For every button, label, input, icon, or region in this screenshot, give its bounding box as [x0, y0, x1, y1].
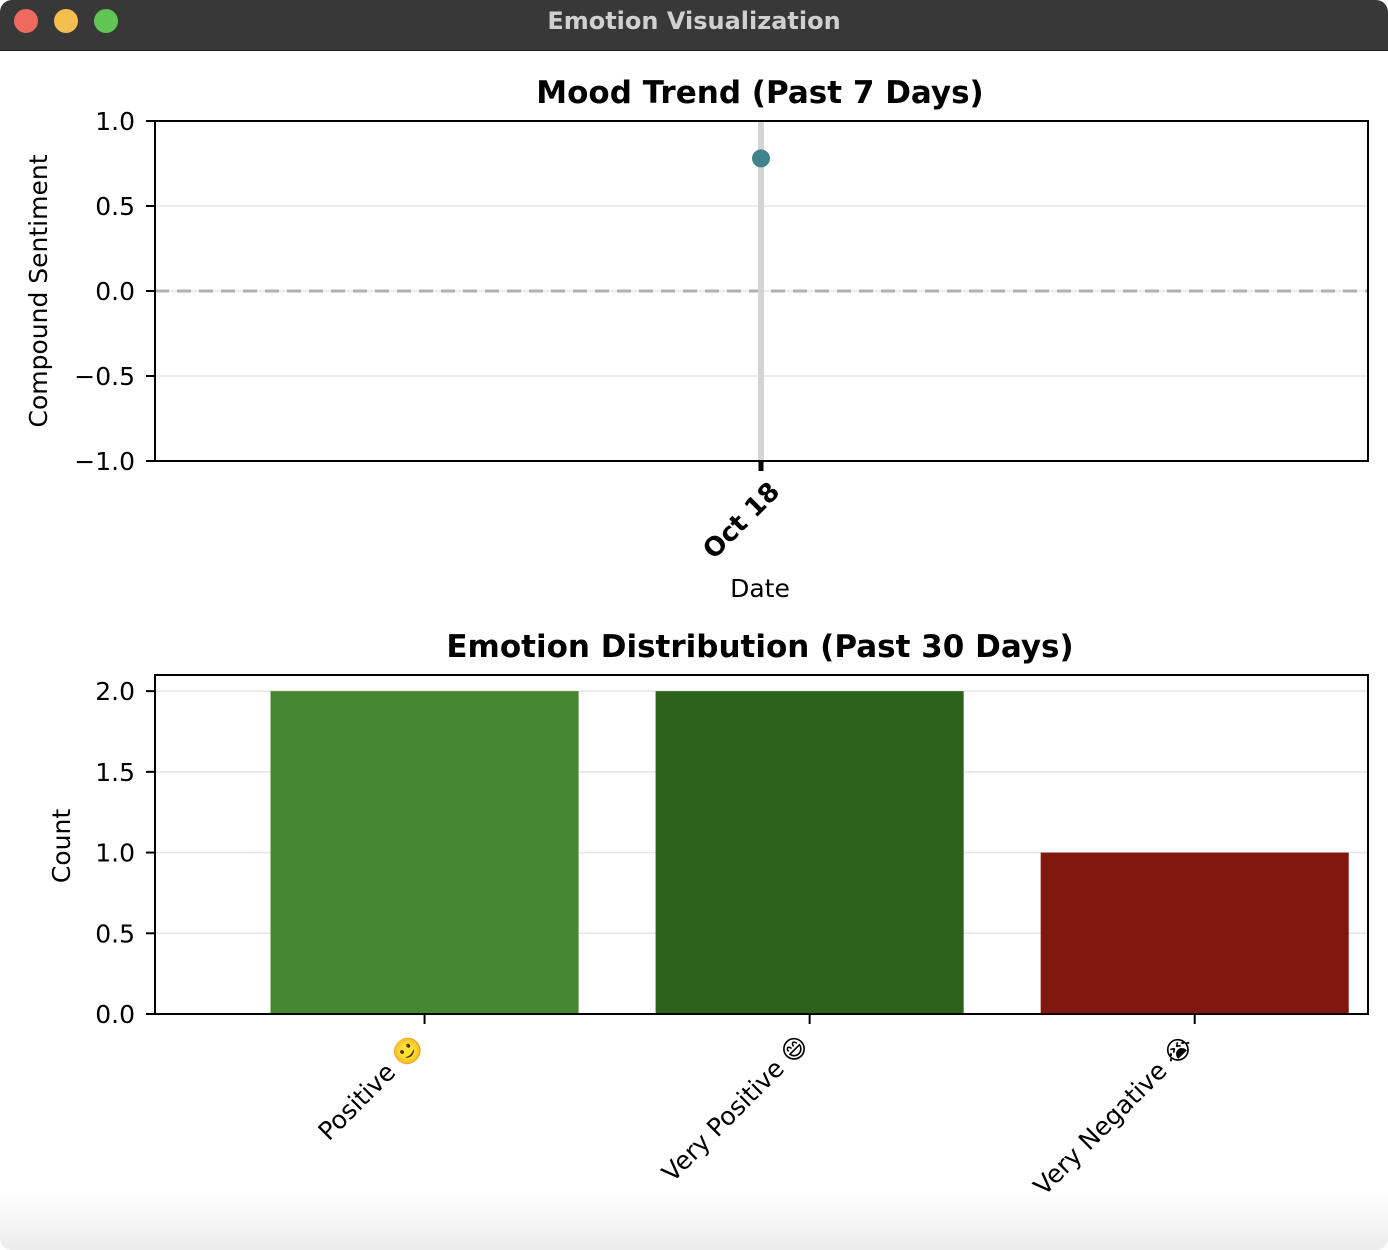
emotion-bar	[655, 691, 964, 1014]
emotion-x-tick-label: Positive 🙂	[313, 1030, 429, 1146]
mood-y-tick-label: −0.5	[74, 362, 135, 391]
mood-y-tick-label: 0.5	[95, 192, 135, 221]
mood-chart-title: Mood Trend (Past 7 Days)	[536, 75, 983, 111]
emotion-y-tick-label: 0.5	[95, 919, 135, 948]
figure-canvas: Mood Trend (Past 7 Days) 1.0 0.5 0.0 −0.5 −1…	[0, 51, 1388, 1250]
mood-chart-xlabel: Date	[730, 574, 790, 603]
emotion-y-tick-label: 2.0	[95, 677, 135, 706]
emotion-y-tick-label: 1.5	[95, 758, 135, 787]
title-bar: Emotion Visualization	[0, 0, 1388, 51]
emotion-chart-y-ticks: 0.0 0.5 1.0 1.5 2.0	[95, 677, 155, 1029]
mood-chart-ylabel: Compound Sentiment	[24, 154, 53, 427]
mood-chart-y-ticks: 1.0 0.5 0.0 −0.5 −1.0	[74, 107, 155, 476]
figure-svg: Mood Trend (Past 7 Days) 1.0 0.5 0.0 −0.5 −1…	[24, 75, 1369, 1201]
emotion-y-tick-label: 0.0	[95, 1000, 135, 1029]
mood-trend-chart: Mood Trend (Past 7 Days) 1.0 0.5 0.0 −0.5 −1…	[24, 75, 1369, 603]
emotion-chart-frame	[154, 674, 1369, 1015]
emotion-bar	[270, 691, 579, 1014]
emotion-x-tick-label: Very Positive 😄	[656, 1030, 814, 1188]
mood-y-tick-label: 1.0	[95, 107, 135, 136]
close-window-button[interactable]	[14, 9, 38, 33]
mood-y-tick-label: 0.0	[95, 277, 135, 306]
emotion-chart-ylabel: Count	[47, 809, 76, 883]
maximize-window-button[interactable]	[94, 9, 118, 33]
minimize-window-button[interactable]	[54, 9, 78, 33]
emotion-chart-bars	[270, 691, 1349, 1014]
emotion-bar	[1040, 852, 1349, 1014]
window-title: Emotion Visualization	[547, 7, 841, 35]
mood-y-tick-label: −1.0	[74, 447, 135, 476]
mood-chart-x-ticks: Oct 18	[697, 461, 786, 565]
emotion-y-tick-label: 1.0	[95, 839, 135, 868]
emotion-distribution-chart: Emotion Distribution (Past 30 Days) 0.00…	[47, 629, 1369, 1201]
mood-chart-points	[752, 149, 770, 168]
emotion-chart-x-ticks: Positive 🙂 Very Positive 😄 Very Negative 😭	[313, 1014, 1199, 1201]
mood-x-tick-label: Oct 18	[697, 477, 786, 566]
emotion-x-tick-label: Very Negative 😭	[1028, 1030, 1199, 1201]
mood-data-point	[752, 149, 770, 168]
emotion-chart-title: Emotion Distribution (Past 30 Days)	[446, 629, 1073, 665]
